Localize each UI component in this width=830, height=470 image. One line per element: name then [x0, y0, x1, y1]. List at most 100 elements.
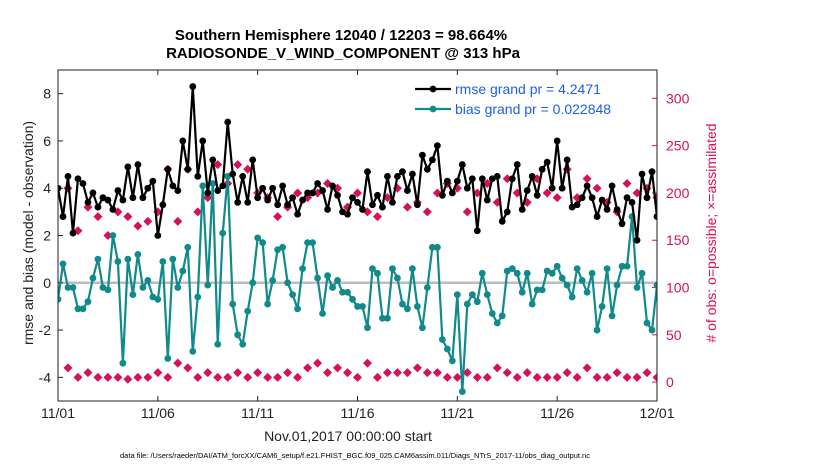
bias-point: [209, 180, 217, 187]
obs-possible-marker: [582, 174, 592, 184]
bias-point: [244, 307, 252, 315]
rmse-point: [578, 194, 586, 202]
rmse-point: [478, 175, 486, 183]
rmse-point: [818, 192, 825, 199]
rmse-point: [598, 196, 606, 204]
y-tick-label: 0: [43, 275, 51, 291]
obs-assimilated-marker: [482, 372, 492, 382]
rmse-point: [583, 182, 591, 190]
bias-point: [548, 269, 556, 277]
x-tick-label: 11/16: [341, 405, 375, 421]
rmse-point: [64, 172, 72, 180]
obs-assimilated-marker: [283, 368, 293, 378]
obs-assimilated-marker: [622, 372, 632, 382]
rmse-point: [548, 184, 556, 192]
bias-point: [773, 268, 780, 275]
rmse-point: [768, 199, 775, 206]
bias-point: [443, 345, 451, 353]
rmse-point: [518, 206, 526, 213]
bias-point: [659, 291, 666, 298]
rmse-point: [299, 196, 306, 204]
rmse-point: [144, 184, 152, 192]
obs-possible-marker: [233, 160, 243, 170]
y-tick-label: -2: [39, 322, 52, 338]
obs-possible-marker: [462, 207, 472, 217]
rmse-point: [493, 172, 501, 180]
bias-point: [608, 312, 616, 320]
rmse-point: [379, 203, 386, 211]
bias-point: [374, 269, 381, 277]
bias-point: [219, 229, 227, 237]
bias-point: [808, 265, 815, 272]
legend-entry-label: rmse grand pr = 4.2471: [455, 81, 601, 97]
bias-point: [174, 284, 182, 291]
rmse-point: [244, 199, 252, 206]
bias-point: [79, 305, 87, 313]
bias-point: [558, 274, 566, 282]
bias-point: [468, 291, 476, 299]
bias-point: [329, 284, 336, 291]
bias-point: [473, 298, 481, 306]
bias-point: [294, 305, 301, 313]
bias-point: [349, 295, 356, 303]
bias-point: [239, 340, 247, 348]
bias-point: [418, 324, 426, 332]
rmse-point: [603, 206, 611, 213]
rmse-point: [463, 184, 471, 192]
rmse-point: [214, 187, 222, 194]
obs-assimilated-marker: [492, 363, 502, 373]
legend-box: [407, 76, 650, 120]
bias-point: [723, 294, 730, 301]
bias-point: [194, 293, 202, 301]
rmse-point: [633, 236, 641, 244]
bias-point: [553, 262, 561, 270]
bias-point: [623, 262, 631, 270]
y2-tick-label: 200: [666, 185, 690, 201]
bias-point: [533, 286, 541, 294]
obs-assimilated-marker: [303, 363, 313, 373]
bias-point: [518, 288, 526, 296]
rmse-point: [608, 182, 616, 190]
bias-point: [229, 300, 237, 308]
chart-subtitle: RADIOSONDE_V_WIND_COMPONENT @ 313 hPa: [166, 45, 521, 62]
obs-possible-marker: [103, 231, 113, 240]
bias-point: [733, 275, 740, 282]
bias-point: [613, 281, 621, 289]
bias-point: [743, 242, 750, 249]
rmse-point: [453, 177, 461, 185]
bias-point: [583, 288, 591, 296]
rmse-point: [773, 161, 780, 168]
rmse-point: [588, 194, 596, 202]
obs-possible-marker: [293, 188, 303, 198]
rmse-point: [808, 187, 815, 194]
rmse-point: [788, 185, 795, 192]
x-tick-label: 11/01: [41, 405, 75, 421]
rmse-point: [643, 194, 651, 202]
rmse-point: [723, 152, 730, 159]
obs-possible-marker: [542, 188, 552, 198]
obs-assimilated-marker: [372, 372, 382, 382]
rmse-point: [553, 137, 561, 145]
bias-point: [279, 243, 287, 251]
rmse-point: [384, 172, 391, 180]
bias-point: [453, 291, 461, 299]
bias-point: [653, 281, 657, 289]
rmse-point: [364, 168, 371, 176]
bias-point: [694, 284, 701, 291]
obs-possible-marker: [402, 202, 412, 212]
obs-assimilated-marker: [582, 363, 592, 373]
y2-tick-label: 100: [666, 280, 690, 296]
bias-point: [254, 234, 262, 242]
obs-assimilated-marker: [223, 372, 233, 382]
rmse-point: [89, 189, 97, 197]
rmse-point: [194, 172, 202, 180]
plot-area: 11/01 11/06 11/11 11/16 11/21 11/26 12/01 -4 -2 0…: [39, 69, 825, 421]
bias-point: [598, 303, 606, 310]
rmse-point: [179, 137, 187, 145]
rmse-point: [613, 206, 621, 213]
bias-point: [384, 314, 391, 322]
bias-point: [264, 300, 272, 308]
bias-point: [214, 340, 222, 348]
bias-point: [718, 317, 725, 324]
